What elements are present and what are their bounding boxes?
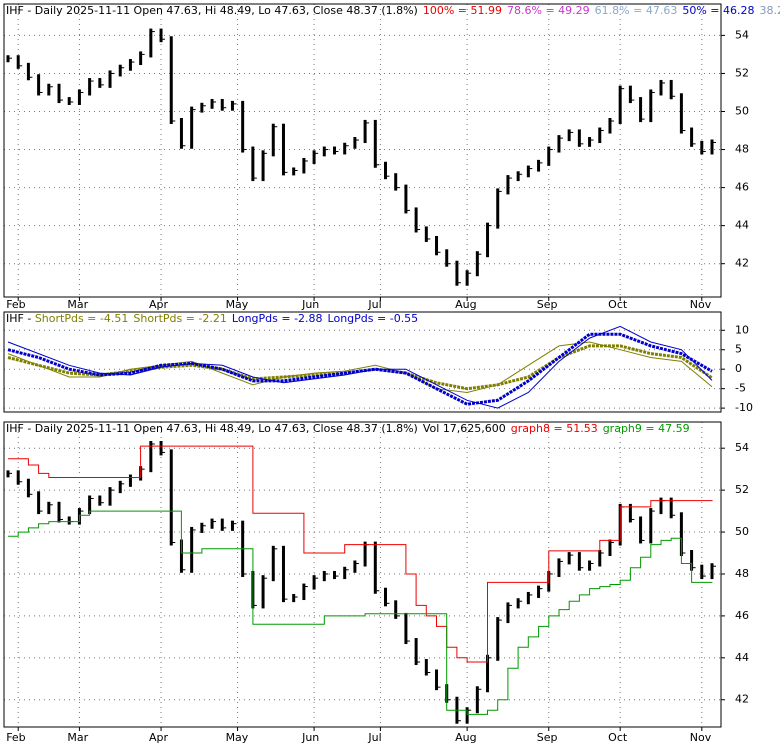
y-tick-label: 50 (735, 104, 749, 117)
x-tick-label: Oct (608, 298, 628, 311)
y-tick-label: 50 (735, 525, 749, 538)
x-tick-label: May (226, 731, 249, 744)
y-tick-label: 10 (735, 323, 749, 336)
x-tick-label: Jun (301, 298, 319, 311)
x-tick-label: Nov (690, 731, 712, 744)
panel-header: IHF - ShortPds = -4.51 ShortPds = -2.21 Lo… (6, 312, 418, 325)
y-tick-label: 52 (735, 483, 749, 496)
x-tick-label: Jun (301, 731, 319, 744)
x-tick-label: Sep (537, 298, 558, 311)
y-tick-label: 54 (735, 441, 749, 454)
series-line (8, 510, 713, 715)
series-line (7, 341, 713, 394)
header-text: 78.6% = 49.29 (507, 4, 590, 17)
x-tick-label: Jul (367, 731, 381, 744)
y-tick-label: 52 (735, 66, 749, 79)
x-tick-label: Feb (6, 731, 25, 744)
x-tick-label: Apr (149, 731, 169, 744)
x-tick-label: Jul (367, 298, 381, 311)
header-text: 38.2% = 44.93 (759, 4, 780, 17)
x-tick-label: Feb (6, 298, 25, 311)
series-line (8, 445, 713, 663)
y-tick-label: 5 (735, 343, 742, 356)
y-tick-label: -10 (735, 401, 753, 414)
x-tick-label: May (226, 298, 249, 311)
x-tick-label: Aug (455, 731, 476, 744)
header-text: LongPds = -2.88 (232, 312, 323, 325)
y-tick-label: 44 (735, 651, 749, 664)
y-tick-label: 42 (735, 693, 749, 706)
y-tick-label: 46 (735, 609, 749, 622)
y-tick-label: 42 (735, 257, 749, 270)
x-tick-label: Mar (67, 731, 88, 744)
x-tick-label: Nov (690, 298, 712, 311)
series-line (7, 332, 713, 406)
panel-frame (3, 421, 722, 728)
y-tick-label: 48 (735, 567, 749, 580)
header-text: ShortPds = -2.21 (133, 312, 227, 325)
panel-header: IHF - Daily 2025-11-11 Open 47.63, Hi 48… (6, 422, 690, 435)
header-text: 100% = 51.99 (423, 4, 502, 17)
x-tick-label: Aug (455, 298, 476, 311)
y-tick-label: 0 (735, 362, 742, 375)
header-text: ShortPds = -4.51 (35, 312, 129, 325)
panel-frame (3, 3, 722, 298)
y-tick-label: 46 (735, 181, 749, 194)
header-text: Vol 17,625,600 (423, 422, 506, 435)
header-text: IHF - Daily 2025-11-11 Open 47.63, Hi 48… (6, 422, 418, 435)
x-tick-label: Oct (608, 731, 628, 744)
y-tick-label: 44 (735, 219, 749, 232)
x-tick-label: Apr (149, 298, 169, 311)
y-tick-label: -5 (735, 382, 746, 395)
x-tick-label: Mar (67, 298, 88, 311)
header-text: LongPds = -0.55 (328, 312, 419, 325)
header-text: 61.8% = 47.63 (595, 4, 678, 17)
header-text: graph9 = 47.59 (603, 422, 690, 435)
header-text: IHF - (6, 312, 35, 325)
panel-header: IHF - Daily 2025-11-11 Open 47.63, Hi 48… (6, 4, 780, 17)
header-text: 50% = 46.28 (682, 4, 754, 17)
y-tick-label: 54 (735, 28, 749, 41)
panel-frame (3, 311, 722, 413)
y-tick-label: 48 (735, 143, 749, 156)
header-text: graph8 = 51.53 (511, 422, 598, 435)
header-text: IHF - Daily 2025-11-11 Open 47.63, Hi 48… (6, 4, 418, 17)
x-tick-label: Sep (537, 731, 558, 744)
